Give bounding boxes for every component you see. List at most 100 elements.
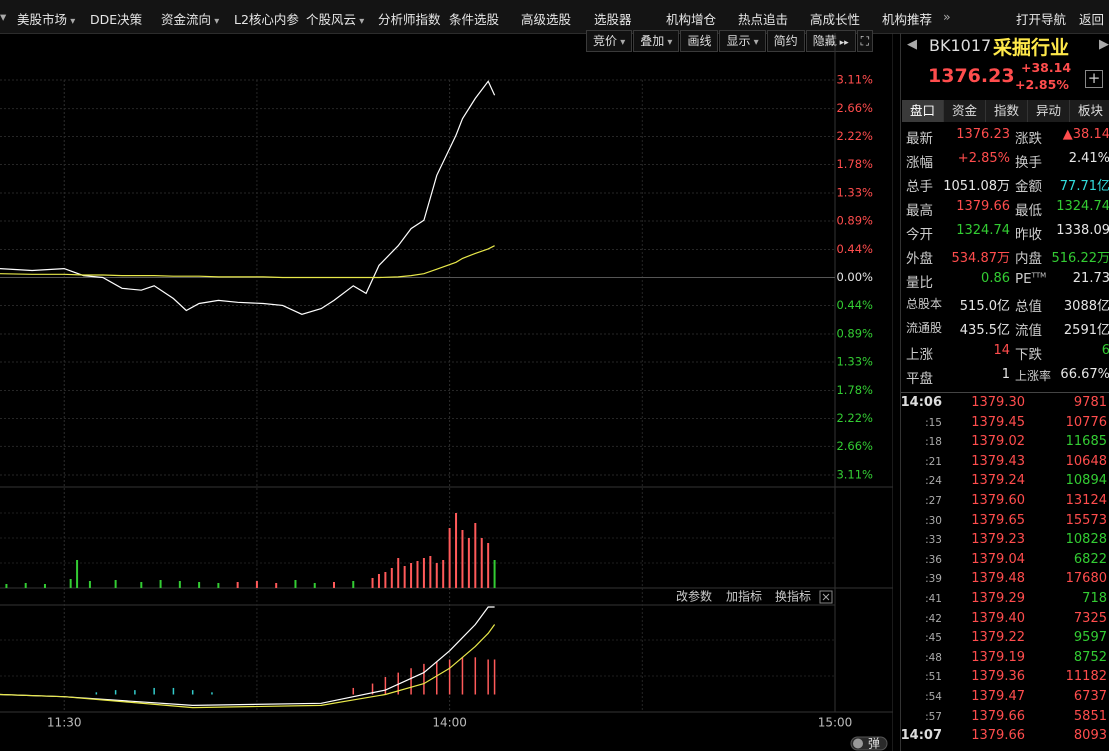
indicator-bar	[436, 661, 438, 695]
trade-price: 1379.43	[971, 453, 1025, 469]
stat-label: 流通股	[906, 321, 943, 335]
trade-volume: 15573	[1065, 512, 1107, 528]
menu-item[interactable]: 分析师指数	[378, 12, 441, 27]
menu-item[interactable]: 机构增仓	[666, 12, 717, 27]
stat-value: 1338.09	[1056, 223, 1109, 238]
stat-value: 2591亿	[1063, 323, 1109, 338]
volume-bar	[416, 561, 419, 588]
menu-item[interactable]: 资金流向	[161, 9, 219, 28]
stat-value: 1324.74	[956, 223, 1010, 238]
stat-value: 515.0亿	[959, 299, 1010, 314]
stat-label: 总手	[906, 179, 933, 195]
toggle-knob	[853, 738, 863, 749]
volume-bar	[114, 580, 117, 588]
stat-value: 516.22万	[1051, 251, 1109, 266]
tab[interactable]: 指数	[986, 100, 1028, 122]
volume-bar	[397, 558, 400, 588]
indicator-bar	[423, 663, 425, 695]
quote-change-pct: +2.85%	[1015, 77, 1069, 92]
trade-volume: 6822	[1073, 551, 1107, 567]
tab[interactable]: 异动	[1028, 100, 1070, 122]
volume-bar	[371, 578, 374, 588]
menu-right-item[interactable]: 打开导航	[1016, 12, 1067, 27]
intraday-charts: 11:30 14:00 15:00 3.11% 2.66% 2.22% 1.78% 1.33%…	[0, 33, 893, 751]
stat-label: 最高	[906, 203, 933, 219]
toolbar-button[interactable]: 隐藏 ▸▸	[805, 30, 856, 52]
menu-item[interactable]: 热点追击	[738, 12, 789, 27]
trade-volume: 11685	[1065, 434, 1107, 450]
close-button[interactable]	[819, 590, 833, 604]
menu-item[interactable]: L2核心内参	[234, 12, 299, 27]
y-tick-label: 3.11%	[836, 468, 873, 482]
menu-right-item[interactable]: 返回	[1079, 12, 1105, 27]
volume-bar	[313, 583, 316, 588]
volume-bar	[467, 538, 470, 588]
trade-time: :41	[925, 593, 942, 605]
indicator-button[interactable]: 换指标	[775, 589, 811, 604]
trade-time: :36	[925, 553, 942, 566]
tab[interactable]: 板块	[1070, 100, 1109, 122]
trade-time: 14:07	[900, 728, 942, 744]
volume-bar	[24, 583, 27, 588]
toolbar-button[interactable]: 显示	[719, 30, 766, 52]
trade-time: :51	[925, 671, 942, 684]
indicator-bar	[397, 672, 399, 695]
toggle-label: 弹	[868, 737, 880, 751]
indicator-button[interactable]: 改参数	[676, 589, 712, 604]
trade-volume: 6737	[1073, 689, 1107, 704]
toolbar-button[interactable]: 叠加	[633, 30, 680, 52]
y-tick-label: 2.66%	[836, 439, 873, 453]
trade-volume: 10894	[1065, 473, 1107, 489]
trade-price: 1379.40	[971, 610, 1025, 626]
menu-item[interactable]: 美股市场	[17, 9, 75, 28]
chart-toolbar: 竞价叠加画线显示简约隐藏 ▸▸⛶	[586, 30, 874, 52]
nav-next[interactable]: ▶	[1099, 37, 1109, 52]
y-tick-label: 3.11%	[836, 73, 873, 87]
divider	[901, 392, 1109, 393]
series-line	[0, 606, 495, 707]
indicator-bar	[352, 687, 355, 695]
menu-item[interactable]: 选股器	[594, 12, 632, 27]
nav-prev[interactable]: ◀	[907, 37, 917, 52]
stat-value: 1379.66	[956, 199, 1010, 214]
stat-label: 昨收	[1015, 227, 1042, 243]
volume-bar	[480, 538, 483, 588]
expand-button[interactable]: ⛶	[856, 30, 874, 52]
menu-item[interactable]: 高成长性	[810, 12, 861, 27]
menu-item[interactable]: 高级选股	[521, 12, 572, 27]
toolbar-button[interactable]: 画线	[680, 30, 719, 52]
trade-price: 1379.19	[971, 649, 1025, 665]
stat-value: 435.5亿	[959, 323, 1010, 338]
trade-time: :30	[925, 514, 942, 527]
y-tick-label: 0.44%	[836, 298, 873, 312]
trade-time: :21	[925, 455, 942, 468]
stat-label: 总股本	[906, 297, 943, 311]
tab[interactable]: 盘口	[902, 100, 944, 122]
trade-time: :54	[925, 691, 942, 703]
volume-bar	[487, 543, 490, 588]
volume-bar	[493, 560, 496, 588]
menu-item[interactable]: 机构推荐	[882, 12, 933, 27]
toolbar-button[interactable]: 竞价	[586, 30, 633, 52]
menu-bar: 美股市场 DDE决策 资金流向 L2核心内参个股风云分析师指数条件选股 高级选股 选股器 机…	[0, 0, 1109, 34]
trade-time: :24	[925, 475, 942, 488]
indicator-button[interactable]: 加指标	[726, 589, 762, 604]
menu-dropdown[interactable]: ▾	[0, 9, 7, 24]
volume-bar	[403, 566, 406, 588]
tab[interactable]: 资金	[944, 100, 986, 122]
indicator-bar	[474, 657, 477, 695]
menu-item[interactable]: 条件选股	[449, 12, 500, 27]
menu-more[interactable]: »	[943, 9, 951, 24]
y-tick-label: 0.00%	[836, 270, 873, 284]
quote-price: 1376.23	[928, 65, 1015, 87]
stat-value: 534.87万	[951, 251, 1011, 266]
add-button[interactable]: +	[1085, 70, 1103, 88]
series-line	[0, 624, 496, 709]
menu-item[interactable]: DDE决策	[90, 12, 143, 27]
trade-price: 1379.66	[971, 728, 1025, 744]
menu-item[interactable]: 个股风云	[306, 9, 364, 28]
y-tick-label: 0.89%	[836, 213, 873, 227]
volume-bar	[352, 581, 355, 588]
toolbar-button[interactable]: 简约	[766, 30, 805, 52]
